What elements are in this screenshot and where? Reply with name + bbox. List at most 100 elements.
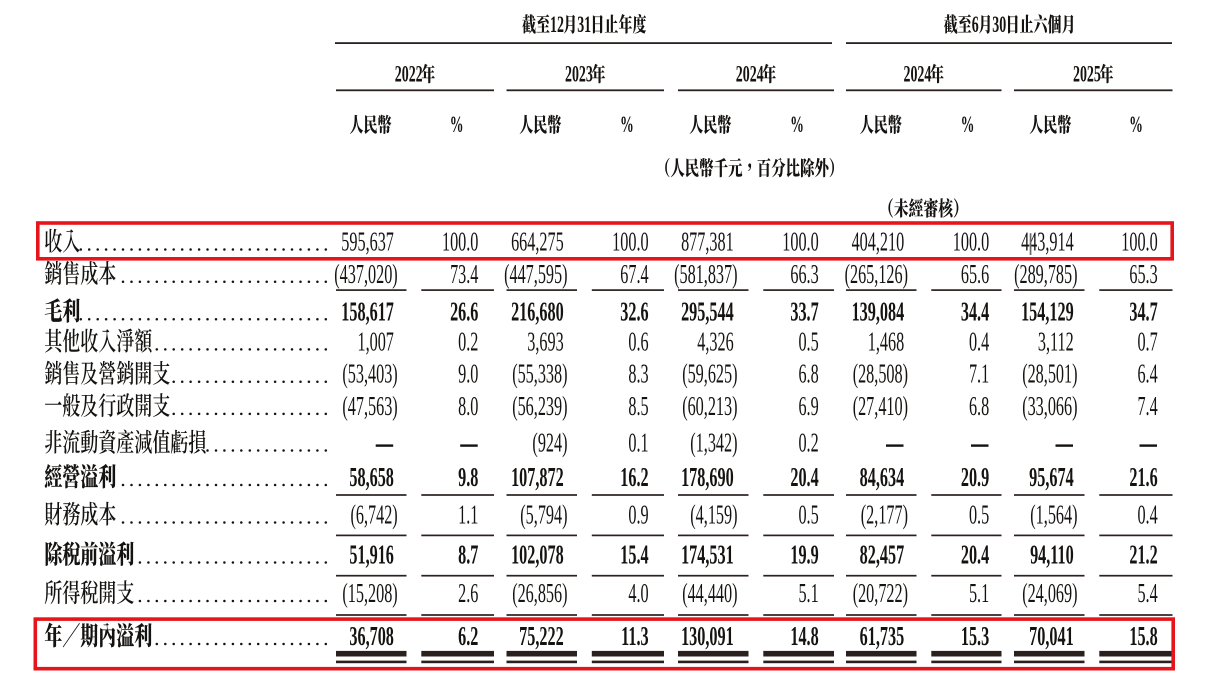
svg-text:0.9: 0.9 [628,499,648,529]
svg-text:(24,069): (24,069) [1022,578,1077,608]
svg-text:(447,595): (447,595) [504,259,567,289]
svg-text:(437,020): (437,020) [334,259,397,289]
svg-text:36,708: 36,708 [349,621,394,651]
svg-text:8.7: 8.7 [458,539,478,569]
svg-text:66.3: 66.3 [790,259,818,289]
svg-text:26.6: 26.6 [450,296,478,326]
svg-text:100.0: 100.0 [1121,226,1157,256]
svg-text:295,544: 295,544 [681,296,734,326]
svg-text:(2,177): (2,177) [861,499,908,529]
svg-text:21.6: 21.6 [1129,462,1157,492]
svg-text:216,680: 216,680 [511,296,564,326]
svg-text:65.3: 65.3 [1129,259,1157,289]
svg-text:7.4: 7.4 [1137,391,1157,421]
svg-text:12: 12 [550,12,564,37]
svg-text:30: 30 [992,12,1006,37]
svg-text:877,381: 877,381 [681,226,734,256]
svg-text:5.1: 5.1 [969,578,989,608]
svg-text:33.7: 33.7 [790,296,818,326]
svg-text:2025: 2025 [1073,62,1101,87]
svg-text:(289,785): (289,785) [1014,259,1077,289]
svg-text:154,129: 154,129 [1021,296,1074,326]
svg-text:9.0: 9.0 [458,358,478,388]
svg-text:4.0: 4.0 [628,578,648,608]
svg-text:7.1: 7.1 [969,358,989,388]
svg-text:6.2: 6.2 [458,621,478,651]
svg-text:%: % [1129,113,1143,138]
svg-text:75,222: 75,222 [519,621,564,651]
svg-text:5.4: 5.4 [1137,578,1157,608]
svg-text:20.9: 20.9 [961,462,989,492]
svg-text:107,872: 107,872 [511,462,564,492]
svg-text:2022: 2022 [395,62,423,87]
svg-text:100.0: 100.0 [782,226,818,256]
svg-text:6.9: 6.9 [798,391,818,421]
svg-text:174,531: 174,531 [681,539,734,569]
svg-text:11.3: 11.3 [621,621,648,651]
svg-text:404,210: 404,210 [852,226,905,256]
svg-text:(1,342): (1,342) [690,427,737,457]
svg-text:67.4: 67.4 [620,259,648,289]
svg-text:0.2: 0.2 [798,427,818,457]
svg-text:6.8: 6.8 [969,391,989,421]
svg-text:(6,742): (6,742) [350,499,397,529]
svg-text:2024: 2024 [736,62,764,87]
svg-text:(265,126): (265,126) [845,259,908,289]
svg-text:(60,213): (60,213) [682,391,737,421]
svg-text:(53,403): (53,403) [342,358,397,388]
svg-text:(26,856): (26,856) [512,578,567,608]
svg-text:%: % [620,113,634,138]
svg-text:2023: 2023 [565,62,593,87]
svg-text:15.3: 15.3 [961,621,989,651]
svg-text:(44,440): (44,440) [682,578,737,608]
svg-text:5.1: 5.1 [798,578,818,608]
svg-text:139,084: 139,084 [852,296,905,326]
svg-text:1.1: 1.1 [458,499,478,529]
svg-text:31: 31 [577,12,591,37]
svg-text:2024: 2024 [904,62,932,87]
svg-text:(5,794): (5,794) [520,499,567,529]
svg-text:%: % [961,113,975,138]
svg-text:3,693: 3,693 [527,326,563,356]
svg-text:6: 6 [972,12,979,37]
svg-text:0.5: 0.5 [969,499,989,529]
svg-text:82,457: 82,457 [860,539,905,569]
svg-text:51,916: 51,916 [349,539,394,569]
svg-text:6.8: 6.8 [798,358,818,388]
svg-text:20.4: 20.4 [790,462,818,492]
svg-text:(28,508): (28,508) [853,358,908,388]
svg-text:15.4: 15.4 [620,539,648,569]
svg-text:0.5: 0.5 [798,326,818,356]
svg-text:0.6: 0.6 [628,326,648,356]
svg-text:95,674: 95,674 [1029,462,1074,492]
svg-text:34.7: 34.7 [1129,296,1157,326]
svg-text:65.6: 65.6 [961,259,989,289]
svg-text:84,634: 84,634 [860,462,905,492]
svg-text:0.5: 0.5 [798,499,818,529]
svg-text:15.8: 15.8 [1129,621,1157,651]
svg-text:(4,159): (4,159) [690,499,737,529]
svg-text:664,275: 664,275 [511,226,564,256]
svg-text:(28,501): (28,501) [1022,358,1077,388]
svg-text:8.3: 8.3 [628,358,648,388]
svg-text:%: % [450,113,464,138]
svg-text:19.9: 19.9 [790,539,818,569]
svg-text:(47,563): (47,563) [342,391,397,421]
svg-text:20.4: 20.4 [961,539,989,569]
svg-text:0.1: 0.1 [628,427,648,457]
svg-text:8.0: 8.0 [458,391,478,421]
svg-text:16.2: 16.2 [620,462,648,492]
svg-text:1,468: 1,468 [868,326,904,356]
svg-text:(33,066): (33,066) [1022,391,1077,421]
svg-text:(15,208): (15,208) [342,578,397,608]
svg-text:32.6: 32.6 [620,296,648,326]
svg-text:178,690: 178,690 [681,462,734,492]
svg-text:0.4: 0.4 [969,326,989,356]
svg-text:(581,837): (581,837) [674,259,737,289]
svg-text:158,617: 158,617 [341,296,394,326]
svg-text:443,914: 443,914 [1021,226,1074,256]
svg-text:(59,625): (59,625) [682,358,737,388]
svg-text:70,041: 70,041 [1029,621,1074,651]
svg-text:58,658: 58,658 [349,462,394,492]
svg-text:1,007: 1,007 [357,326,393,356]
